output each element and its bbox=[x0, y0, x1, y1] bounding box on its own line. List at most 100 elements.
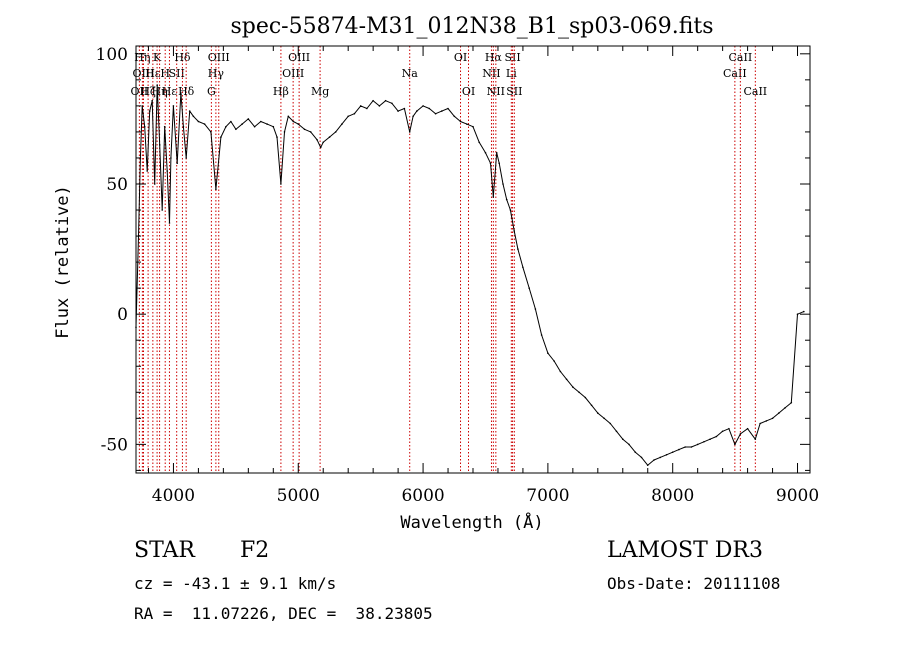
spectrum-point-104 bbox=[646, 464, 649, 467]
spectral-line-label: SII bbox=[504, 51, 520, 64]
spectrum-point-85 bbox=[528, 287, 530, 289]
spectrum-point-83 bbox=[517, 248, 519, 250]
spectrum-point-79 bbox=[502, 183, 504, 185]
x-axis-ticks: 4000 5000 6000 7000 8000 9000 bbox=[147, 46, 819, 506]
spectrum-point-92 bbox=[572, 386, 574, 388]
spectrum-point-42 bbox=[297, 123, 300, 125]
spectrum-point-106 bbox=[659, 456, 661, 459]
spectrum-point-117 bbox=[728, 427, 730, 430]
spectral-line-label: Hζ bbox=[140, 85, 156, 98]
spectrum-point-21 bbox=[188, 110, 191, 112]
spectrum-series-group bbox=[135, 84, 805, 467]
spectrum-point-122 bbox=[759, 422, 761, 425]
spectrum-point-16 bbox=[172, 105, 175, 107]
spectral-line-label: SII bbox=[169, 67, 185, 80]
spectrum-point-77 bbox=[495, 152, 498, 154]
spectrum-point-9 bbox=[156, 84, 158, 86]
spectral-line-label: OI bbox=[462, 85, 475, 98]
spectral-line-label: Hβ bbox=[273, 85, 289, 98]
spectral-line-label: Hε bbox=[145, 67, 161, 80]
spectrum-point-114 bbox=[709, 438, 711, 441]
spectrum-point-46 bbox=[319, 146, 322, 149]
spectrum-point-29 bbox=[230, 120, 232, 123]
spectral-line-label: CaII bbox=[723, 67, 747, 80]
spectrum-point-97 bbox=[603, 417, 605, 420]
y-tick-label: 100 bbox=[96, 45, 128, 65]
spectrum-point-15 bbox=[170, 157, 172, 159]
spectrum-point-113 bbox=[703, 441, 705, 443]
spectrum-point-74 bbox=[484, 152, 487, 154]
spectrum-point-38 bbox=[280, 183, 282, 185]
spectrum-point-33 bbox=[253, 125, 256, 128]
spectral-line-label: Mg bbox=[311, 85, 329, 98]
spectrum-point-99 bbox=[615, 430, 618, 433]
spectrum-point-91 bbox=[565, 378, 568, 381]
spectrum-point-24 bbox=[203, 123, 206, 125]
spectrum-point-4 bbox=[143, 125, 146, 128]
spectrum-point-90 bbox=[559, 370, 562, 373]
spectral-line-label: Na bbox=[402, 67, 419, 80]
spectrum-point-17 bbox=[176, 162, 178, 164]
spectrum-point-73 bbox=[478, 141, 481, 144]
spectrum-point-31 bbox=[241, 123, 243, 125]
spectrum-point-112 bbox=[696, 443, 699, 446]
spectrum-point-96 bbox=[597, 412, 599, 414]
spectrum-point-72 bbox=[472, 125, 474, 128]
spectrum-point-55 bbox=[372, 99, 374, 102]
spectrum-point-69 bbox=[453, 115, 456, 118]
spectrum-point-34 bbox=[260, 120, 262, 123]
spectrum-point-67 bbox=[441, 110, 443, 112]
spectrum-point-61 bbox=[408, 131, 411, 133]
spectrum-point-81 bbox=[509, 209, 512, 211]
spectrum-point-12 bbox=[163, 125, 166, 128]
x-axis-label: Wavelength (Å) bbox=[400, 511, 543, 533]
spectrum-point-125 bbox=[778, 412, 780, 414]
spectral-line-label: OI bbox=[454, 51, 467, 64]
spectrum-point-51 bbox=[347, 115, 350, 118]
spectrum-point-75 bbox=[489, 162, 492, 164]
spectrum-point-50 bbox=[341, 123, 343, 125]
spectrum-point-101 bbox=[628, 443, 630, 446]
y-tick-label: -50 bbox=[101, 435, 128, 455]
spectrum-point-59 bbox=[397, 110, 399, 112]
spectrum-point-47 bbox=[322, 141, 325, 144]
coordinates-line: RA = 11.07226, DEC = 38.23805 bbox=[134, 604, 433, 623]
spectrum-point-49 bbox=[334, 131, 337, 133]
spectrum-point-110 bbox=[684, 446, 686, 448]
spectrum-point-3 bbox=[141, 105, 143, 107]
spectrum-point-115 bbox=[715, 435, 718, 438]
spectral-line-label: NII bbox=[482, 67, 500, 80]
spectral-line-label: CaII bbox=[743, 85, 767, 98]
spectrum-point-108 bbox=[671, 451, 674, 454]
spectral-line-label: OIII bbox=[282, 67, 304, 80]
spectrum-point-103 bbox=[640, 456, 643, 459]
spectrum-point-71 bbox=[466, 123, 468, 125]
object-type: STAR bbox=[134, 538, 195, 563]
spectrum-point-86 bbox=[534, 308, 537, 310]
spectrum-point-126 bbox=[784, 407, 786, 409]
spectrum-point-32 bbox=[247, 118, 250, 120]
spectrum-point-128 bbox=[796, 313, 799, 316]
spectrum-point-44 bbox=[309, 131, 312, 133]
spectrum-point-36 bbox=[272, 125, 275, 128]
spectrum-point-65 bbox=[428, 107, 431, 110]
spectral-line-label: K bbox=[153, 51, 162, 64]
spectral-line-label: CaII bbox=[729, 51, 753, 64]
spectrum-point-107 bbox=[665, 454, 668, 456]
spectrum-point-6 bbox=[148, 110, 151, 112]
spectrum-point-54 bbox=[366, 107, 368, 110]
spectrum-point-62 bbox=[412, 115, 414, 118]
x-tick-label: 7000 bbox=[526, 486, 569, 506]
spectrum-point-5 bbox=[146, 170, 148, 172]
spectrum-point-13 bbox=[166, 170, 168, 172]
plot-frame bbox=[135, 45, 811, 474]
spectrum-point-18 bbox=[180, 92, 182, 94]
spectrum-point-11 bbox=[161, 209, 163, 211]
spectrum-point-63 bbox=[416, 110, 418, 112]
spectrum-point-70 bbox=[459, 120, 462, 123]
spectrum-point-25 bbox=[210, 131, 212, 133]
survey-name: LAMOST DR3 bbox=[607, 538, 763, 563]
spectrum-point-84 bbox=[522, 266, 524, 269]
spectrum-point-87 bbox=[540, 334, 543, 336]
spectrum-point-39 bbox=[283, 131, 286, 133]
